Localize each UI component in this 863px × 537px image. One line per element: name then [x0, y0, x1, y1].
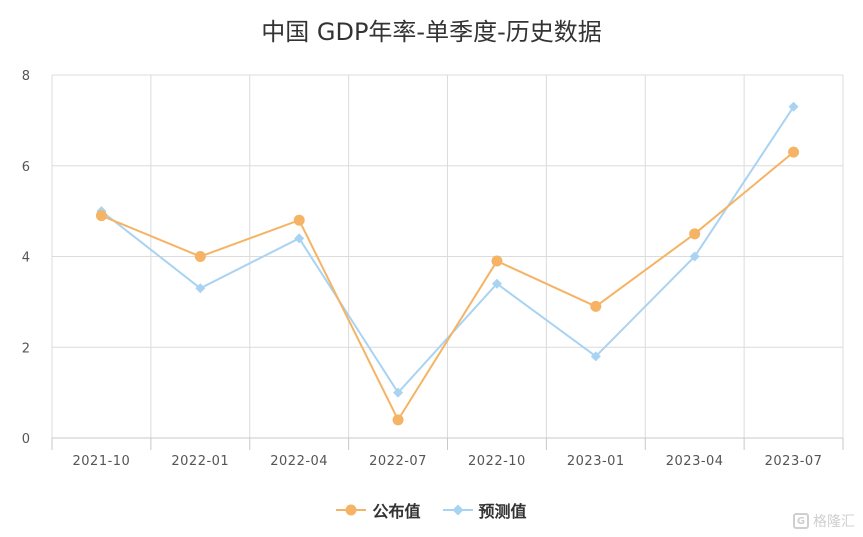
watermark-text: 格隆汇 — [813, 514, 855, 530]
legend-item-forecast[interactable]: 预测值 — [442, 498, 527, 522]
y-tick-label: 0 — [22, 432, 30, 447]
data-point — [393, 387, 404, 398]
y-tick-label: 8 — [22, 69, 30, 84]
chart-grid — [51, 74, 844, 450]
data-point — [194, 251, 206, 262]
legend-label-forecast: 预测值 — [478, 502, 527, 521]
legend-label-published: 公布值 — [372, 502, 421, 521]
y-tick-label: 4 — [22, 251, 30, 266]
x-tick-label: 2022-10 — [468, 454, 526, 469]
chart-series — [95, 101, 800, 426]
data-point — [392, 414, 404, 426]
watermark: G 格隆汇 — [793, 511, 855, 531]
x-tick-label: 2023-07 — [765, 454, 823, 469]
chart-legend: 公布值 预测值 — [0, 498, 863, 522]
x-tick-label: 2021-10 — [73, 454, 131, 469]
gelonghui-logo-icon: G — [793, 513, 809, 529]
data-point — [788, 146, 800, 158]
data-point — [590, 300, 602, 312]
diamond-marker-icon — [442, 504, 473, 516]
legend-item-published[interactable]: 公布值 — [336, 498, 421, 522]
x-tick-label: 2022-04 — [270, 454, 328, 469]
chart-title: 中国 GDP年率-单季度-历史数据 — [261, 18, 602, 46]
y-tick-label: 2 — [22, 341, 30, 356]
y-tick-label: 6 — [22, 160, 30, 175]
data-point — [491, 255, 503, 267]
x-tick-label: 2022-07 — [369, 454, 427, 469]
x-axis-ticks: 2021-10 2022-01 2022-04 2022-07 2022-10 2023-… — [73, 454, 823, 469]
data-point — [590, 351, 601, 362]
y-axis-ticks: 0 2 4 6 8 — [22, 69, 30, 447]
data-point — [95, 210, 107, 222]
data-point — [294, 233, 305, 244]
data-point — [293, 214, 305, 226]
data-point — [689, 228, 701, 240]
series-line — [100, 106, 795, 395]
x-tick-label: 2023-01 — [567, 454, 625, 469]
data-point — [491, 278, 502, 289]
data-point — [788, 101, 799, 112]
data-point — [689, 251, 700, 262]
circle-marker-icon — [336, 504, 367, 516]
x-tick-label: 2022-01 — [171, 454, 229, 469]
x-tick-label: 2023-04 — [666, 454, 724, 469]
data-point — [195, 283, 206, 294]
series-line — [101, 151, 795, 422]
